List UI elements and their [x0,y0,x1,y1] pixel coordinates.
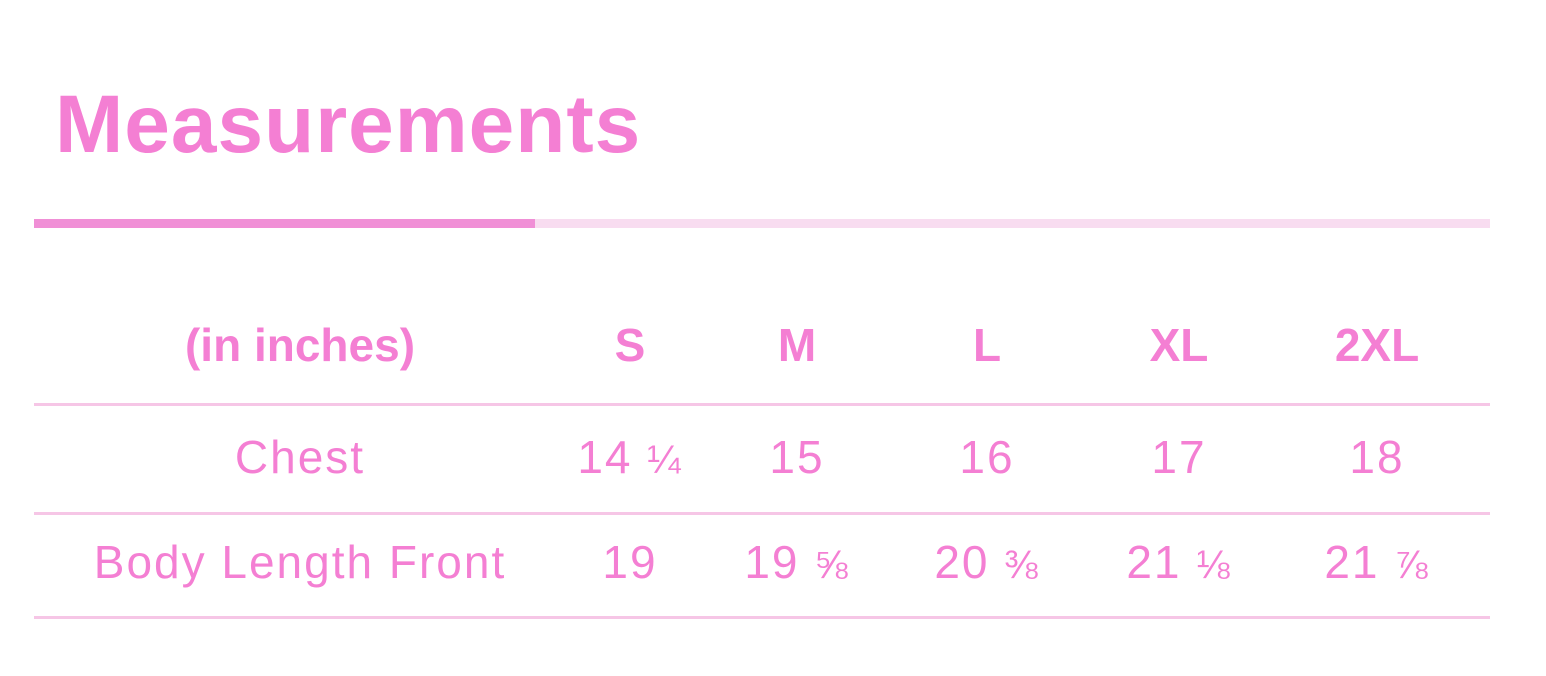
row-divider [34,403,1490,406]
cell-whole: 17 [1151,431,1207,483]
cell-fraction: ⅜ [1004,543,1040,587]
table-cell: 18 [1349,430,1404,484]
table-cell: 20 ⅜ [934,535,1039,589]
cell-whole: 21 [1324,536,1380,588]
table-cell: 19 ⅝ [744,535,849,589]
table-cell: 16 [959,430,1014,484]
column-header: XL [1149,319,1209,371]
row-label: Body Length Front [93,536,507,588]
row-divider [34,512,1490,515]
progress-bar [34,219,1490,228]
column-header: S [614,319,646,371]
table-cell: 15 [769,430,824,484]
cell-whole: 16 [959,431,1015,483]
cell-whole: 19 [602,536,658,588]
cell-whole: 20 [934,536,990,588]
table-cell: 19 [602,535,657,589]
table-cell: 21 ⅛ [1126,535,1231,589]
cell-whole: 21 [1126,536,1182,588]
cell-fraction: ¼ [647,438,683,482]
column-header: L [972,319,1002,371]
table-cell: 17 [1151,430,1206,484]
cell-whole: 14 [577,431,633,483]
cell-fraction: ⅛ [1196,543,1232,587]
column-header: (in inches) [184,319,416,371]
progress-bar-fill [34,219,535,228]
column-header: 2XL [1334,319,1420,371]
row-divider [34,616,1490,619]
cell-whole: 15 [769,431,825,483]
cell-fraction: ⅝ [814,543,850,587]
cell-fraction: ⅞ [1394,543,1430,587]
cell-whole: 18 [1349,431,1405,483]
table-cell: 14 ¼ [577,430,682,484]
column-header: M [777,319,817,371]
row-label: Chest [234,431,366,483]
table-cell: 21 ⅞ [1324,535,1429,589]
cell-whole: 19 [744,536,800,588]
page-title: Measurements [55,79,642,170]
